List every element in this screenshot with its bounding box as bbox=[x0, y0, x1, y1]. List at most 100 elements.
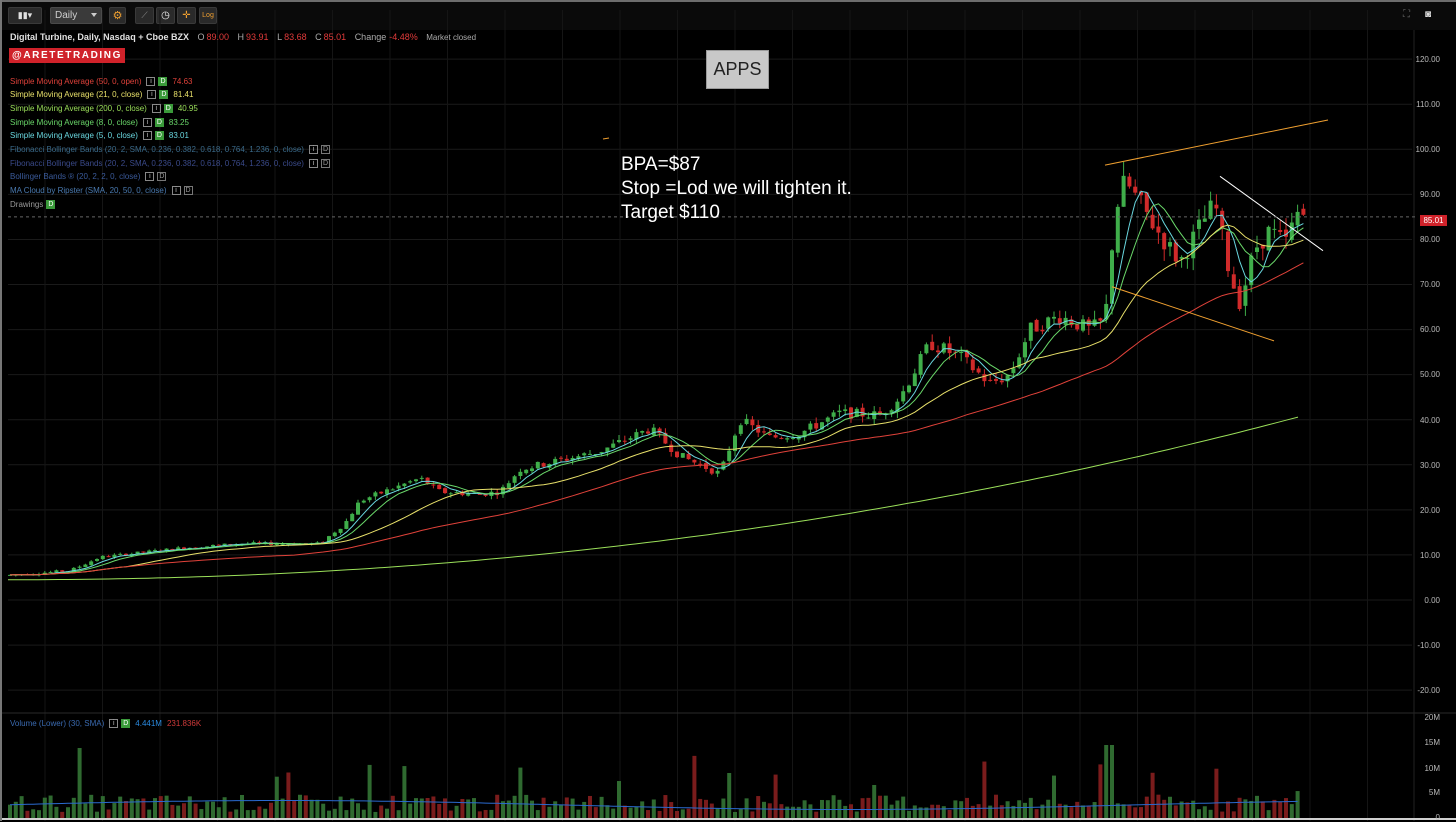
high-label: H bbox=[237, 32, 245, 42]
candle-body bbox=[1185, 258, 1190, 260]
candle-body bbox=[367, 497, 372, 501]
candle-body bbox=[396, 485, 401, 489]
price-tick-label: 20.00 bbox=[1419, 505, 1440, 515]
volume-bar bbox=[907, 810, 911, 818]
indicator-info-icon[interactable]: i bbox=[308, 145, 318, 154]
candle-body bbox=[559, 457, 563, 459]
candle-body bbox=[588, 453, 592, 455]
candle-body bbox=[982, 374, 987, 382]
volume-bar bbox=[1023, 802, 1027, 818]
indicator-d-badge[interactable]: D bbox=[163, 103, 173, 113]
volume-bar bbox=[617, 781, 621, 818]
volume-bar bbox=[251, 809, 256, 818]
candle-body bbox=[518, 471, 523, 477]
indicator-name: Simple Moving Average (200, 0, close) bbox=[10, 103, 147, 113]
volume-bar bbox=[692, 755, 697, 818]
volume-tick-label: 5M bbox=[1428, 788, 1440, 797]
indicator-d-badge[interactable]: D bbox=[154, 131, 164, 141]
indicator-info-icon[interactable]: i bbox=[145, 172, 155, 182]
volume-bar bbox=[622, 805, 627, 818]
volume-bar bbox=[889, 804, 894, 818]
candle-body bbox=[118, 553, 123, 555]
volume-bar bbox=[901, 796, 906, 818]
indicator-d-badge[interactable]: D bbox=[320, 145, 330, 154]
volume-bar bbox=[506, 800, 511, 818]
log-scale-button[interactable]: Log bbox=[199, 7, 217, 24]
candle-body bbox=[1110, 250, 1114, 304]
volume-bar bbox=[941, 806, 946, 818]
indicator-info-icon[interactable]: i bbox=[142, 117, 152, 127]
indicator-d-badge[interactable]: D bbox=[157, 172, 167, 182]
indicator-d-badge[interactable]: D bbox=[158, 76, 168, 86]
candle-body bbox=[1173, 242, 1178, 262]
volume-d-badge[interactable]: D bbox=[121, 718, 131, 728]
indicator-row[interactable]: MA Cloud by Ripster (SMA, 20, 50, 0, clo… bbox=[10, 185, 193, 197]
indicator-row[interactable]: Simple Moving Average (200, 0, close) i D 4… bbox=[10, 102, 198, 114]
volume-bar bbox=[379, 805, 384, 818]
volume-bar bbox=[965, 797, 969, 818]
fullscreen-icon[interactable]: ⛶ bbox=[1403, 9, 1410, 20]
indicator-row[interactable]: Simple Moving Average (50, 0, open) i D 74.… bbox=[10, 75, 193, 87]
indicator-row[interactable]: Fibonacci Bollinger Bands (20, 2, SMA, 0… bbox=[10, 157, 330, 169]
candle-body bbox=[1156, 226, 1161, 233]
candle-body bbox=[553, 458, 558, 465]
volume-info-icon[interactable]: i bbox=[109, 718, 119, 728]
volume-bar bbox=[669, 802, 674, 818]
candle-body bbox=[1127, 176, 1132, 187]
chart-style-button[interactable]: ▮▮▾ bbox=[8, 7, 42, 24]
indicator-d-badge[interactable]: D bbox=[154, 117, 164, 127]
indicator-info-icon[interactable]: i bbox=[151, 103, 161, 113]
volume-bar bbox=[1278, 801, 1283, 818]
volume-bar bbox=[651, 799, 656, 818]
volume-bar bbox=[576, 809, 581, 818]
candle-body bbox=[1005, 375, 1010, 382]
indicator-d-badge[interactable]: D bbox=[159, 90, 169, 100]
candle-body bbox=[738, 425, 743, 434]
indicator-info-icon[interactable]: i bbox=[171, 186, 181, 196]
candle-body bbox=[756, 424, 761, 433]
candle-body bbox=[686, 453, 691, 460]
crosshair-button[interactable]: ✛ bbox=[177, 7, 196, 24]
candle-body bbox=[286, 544, 291, 546]
indicator-row[interactable]: Fibonacci Bollinger Bands (20, 2, SMA, 0… bbox=[10, 144, 330, 156]
volume-avg-line bbox=[9, 800, 1298, 810]
settings-icon: ⚙ bbox=[112, 10, 123, 22]
draw-icon: ⟋ bbox=[141, 10, 148, 20]
indicator-info-icon[interactable]: i bbox=[147, 90, 157, 100]
indicator-value: 83.25 bbox=[168, 117, 189, 127]
volume-bar bbox=[390, 795, 395, 818]
candle-body bbox=[912, 373, 917, 387]
indicator-info-icon[interactable]: i bbox=[142, 131, 152, 141]
volume-bar bbox=[808, 804, 813, 818]
interval-select[interactable]: Daily bbox=[50, 7, 102, 24]
indicator-d-badge[interactable]: D bbox=[320, 158, 330, 168]
candle-body bbox=[1011, 368, 1016, 374]
draw-button[interactable]: ⟋ bbox=[135, 7, 154, 24]
volume-bar bbox=[588, 795, 592, 818]
candle-body bbox=[112, 554, 117, 558]
volume-bar bbox=[77, 748, 82, 818]
indicator-row[interactable]: Simple Moving Average (5, 0, close) i D 83.… bbox=[10, 130, 189, 142]
candle-body bbox=[153, 550, 157, 552]
indicator-info-icon[interactable]: i bbox=[146, 76, 156, 86]
candle-body bbox=[1098, 318, 1103, 321]
indicator-row[interactable]: Simple Moving Average (21, 0, close) i D 81… bbox=[10, 89, 193, 101]
indicator-row[interactable]: Simple Moving Average (8, 0, close) i D 83.… bbox=[10, 116, 189, 128]
indicator-d-badge[interactable]: D bbox=[183, 186, 193, 196]
volume-bar bbox=[106, 809, 111, 818]
indicator-d-badge[interactable]: D bbox=[46, 199, 56, 209]
candle-body bbox=[715, 470, 720, 474]
camera-icon[interactable]: ◙ bbox=[1425, 9, 1432, 20]
candle-body bbox=[651, 427, 656, 436]
candle-body bbox=[42, 572, 47, 575]
indicator-row[interactable]: Bollinger Bands ® (20, 2, 2, 0, close) i D bbox=[10, 171, 167, 183]
indicator-row[interactable]: Drawings D bbox=[10, 198, 56, 210]
volume-bar bbox=[530, 800, 534, 818]
clock-button[interactable]: ◷ bbox=[156, 7, 175, 24]
indicator-info-icon[interactable]: i bbox=[308, 158, 318, 168]
volume-bar bbox=[628, 807, 633, 818]
price-tick-label: 0.00 bbox=[1424, 595, 1440, 605]
candle-body bbox=[373, 492, 378, 497]
settings-button[interactable]: ⚙ bbox=[109, 7, 126, 24]
